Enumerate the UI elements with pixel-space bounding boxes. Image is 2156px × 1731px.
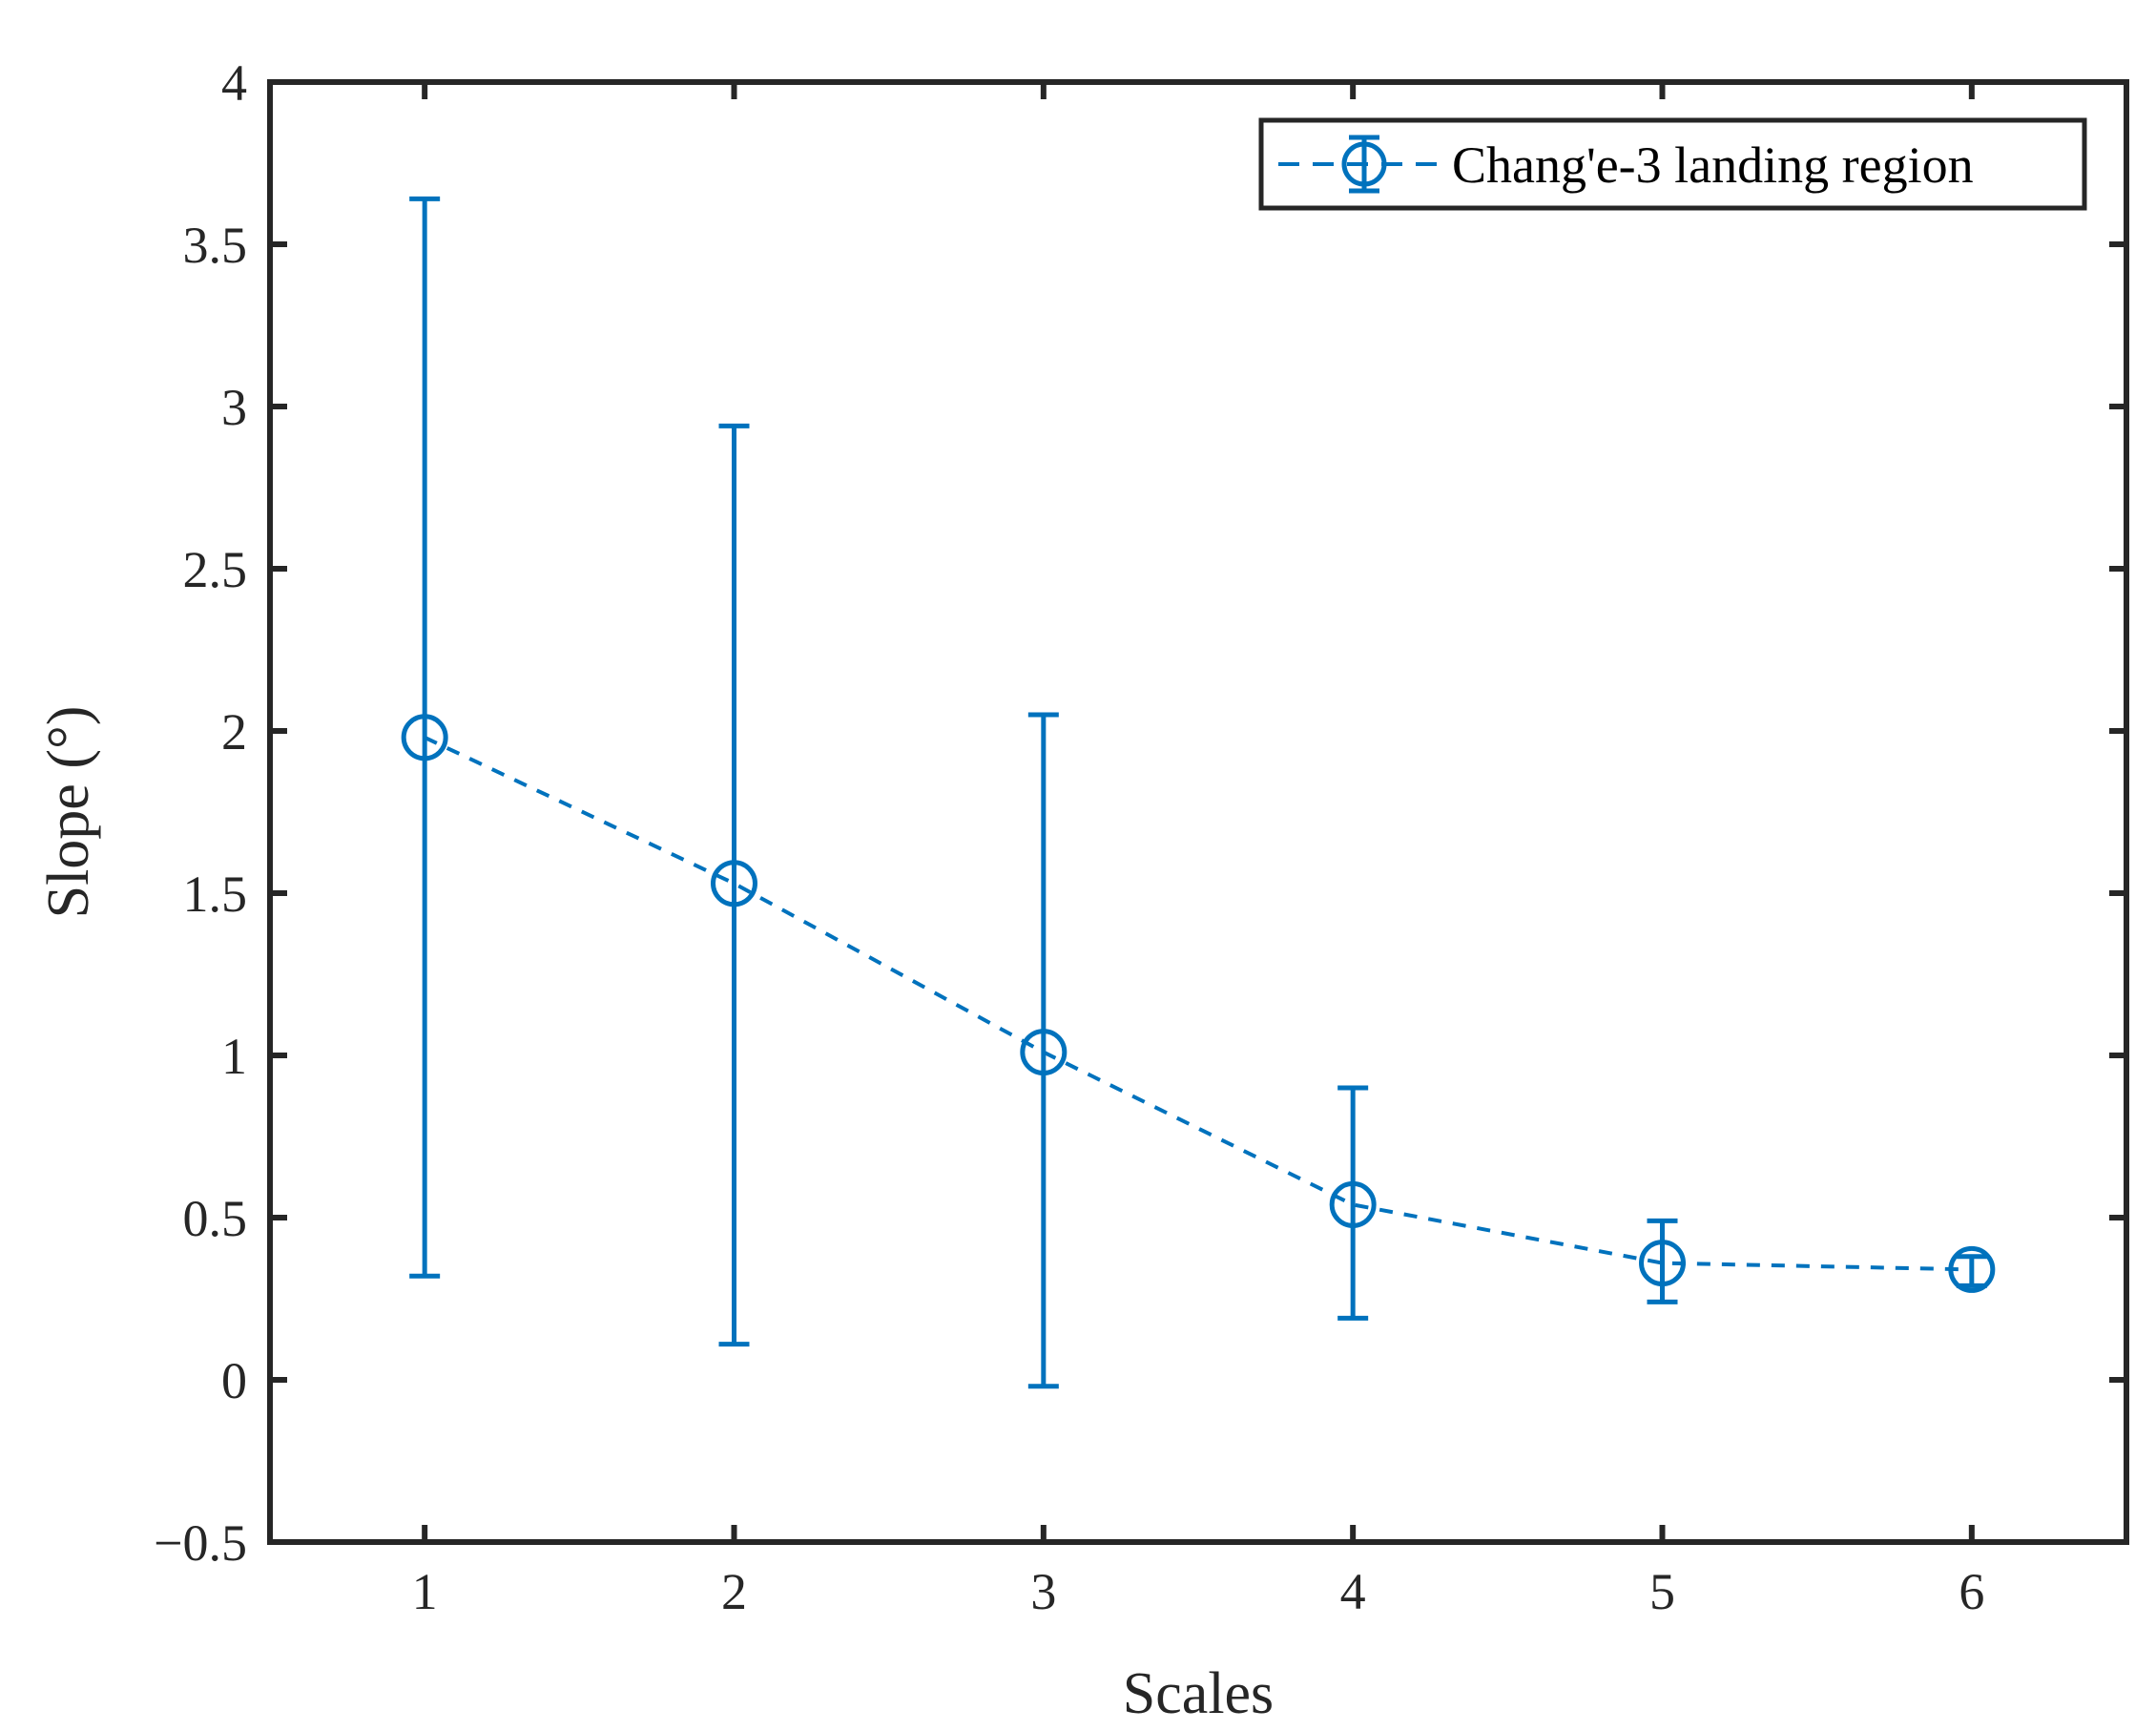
legend-label: Chang'e-3 landing region	[1452, 136, 1974, 194]
x-tick-label: 1	[412, 1563, 438, 1620]
x-tick-label: 4	[1340, 1563, 1366, 1620]
plot-area	[270, 82, 2126, 1542]
data-point	[1329, 1180, 1377, 1228]
y-tick-label: 1	[221, 1028, 247, 1085]
y-tick-label: 4	[221, 54, 247, 112]
series-line	[424, 735, 1972, 1272]
y-tick-label: 3	[221, 379, 247, 436]
y-tick-label: −0.5	[154, 1514, 247, 1572]
y-axis-label: Slope (°)	[36, 706, 101, 919]
series-marks	[401, 196, 1996, 1389]
data-point	[711, 860, 757, 907]
data-point	[1948, 1245, 1996, 1293]
y-tick-label: 2	[221, 703, 247, 761]
x-tick-label: 3	[1030, 1563, 1056, 1620]
y-tick-label: 0.5	[183, 1190, 248, 1247]
y-tick-label: 3.5	[183, 217, 248, 274]
legend-box	[1258, 117, 2087, 211]
y-tick-label: 1.5	[183, 866, 248, 923]
x-axis-label: Scales	[1123, 1661, 1274, 1726]
y-tick-label: 0	[221, 1352, 247, 1409]
data-point	[1639, 1240, 1686, 1287]
tick-labels: 1 2 3 4 5 6 −0.5 0 0.5 1 1.5 2 2.5 3 3.5 4	[154, 54, 1984, 1620]
x-tick-label: 2	[721, 1563, 747, 1620]
axes-box	[267, 79, 2129, 1545]
data-point	[401, 714, 448, 761]
x-tick-label: 6	[1959, 1563, 1984, 1620]
legend: Chang'e-3 landing region	[1258, 117, 2087, 211]
data-point	[1020, 1029, 1068, 1076]
x-tick-label: 5	[1649, 1563, 1675, 1620]
y-tick-label: 2.5	[183, 541, 248, 598]
